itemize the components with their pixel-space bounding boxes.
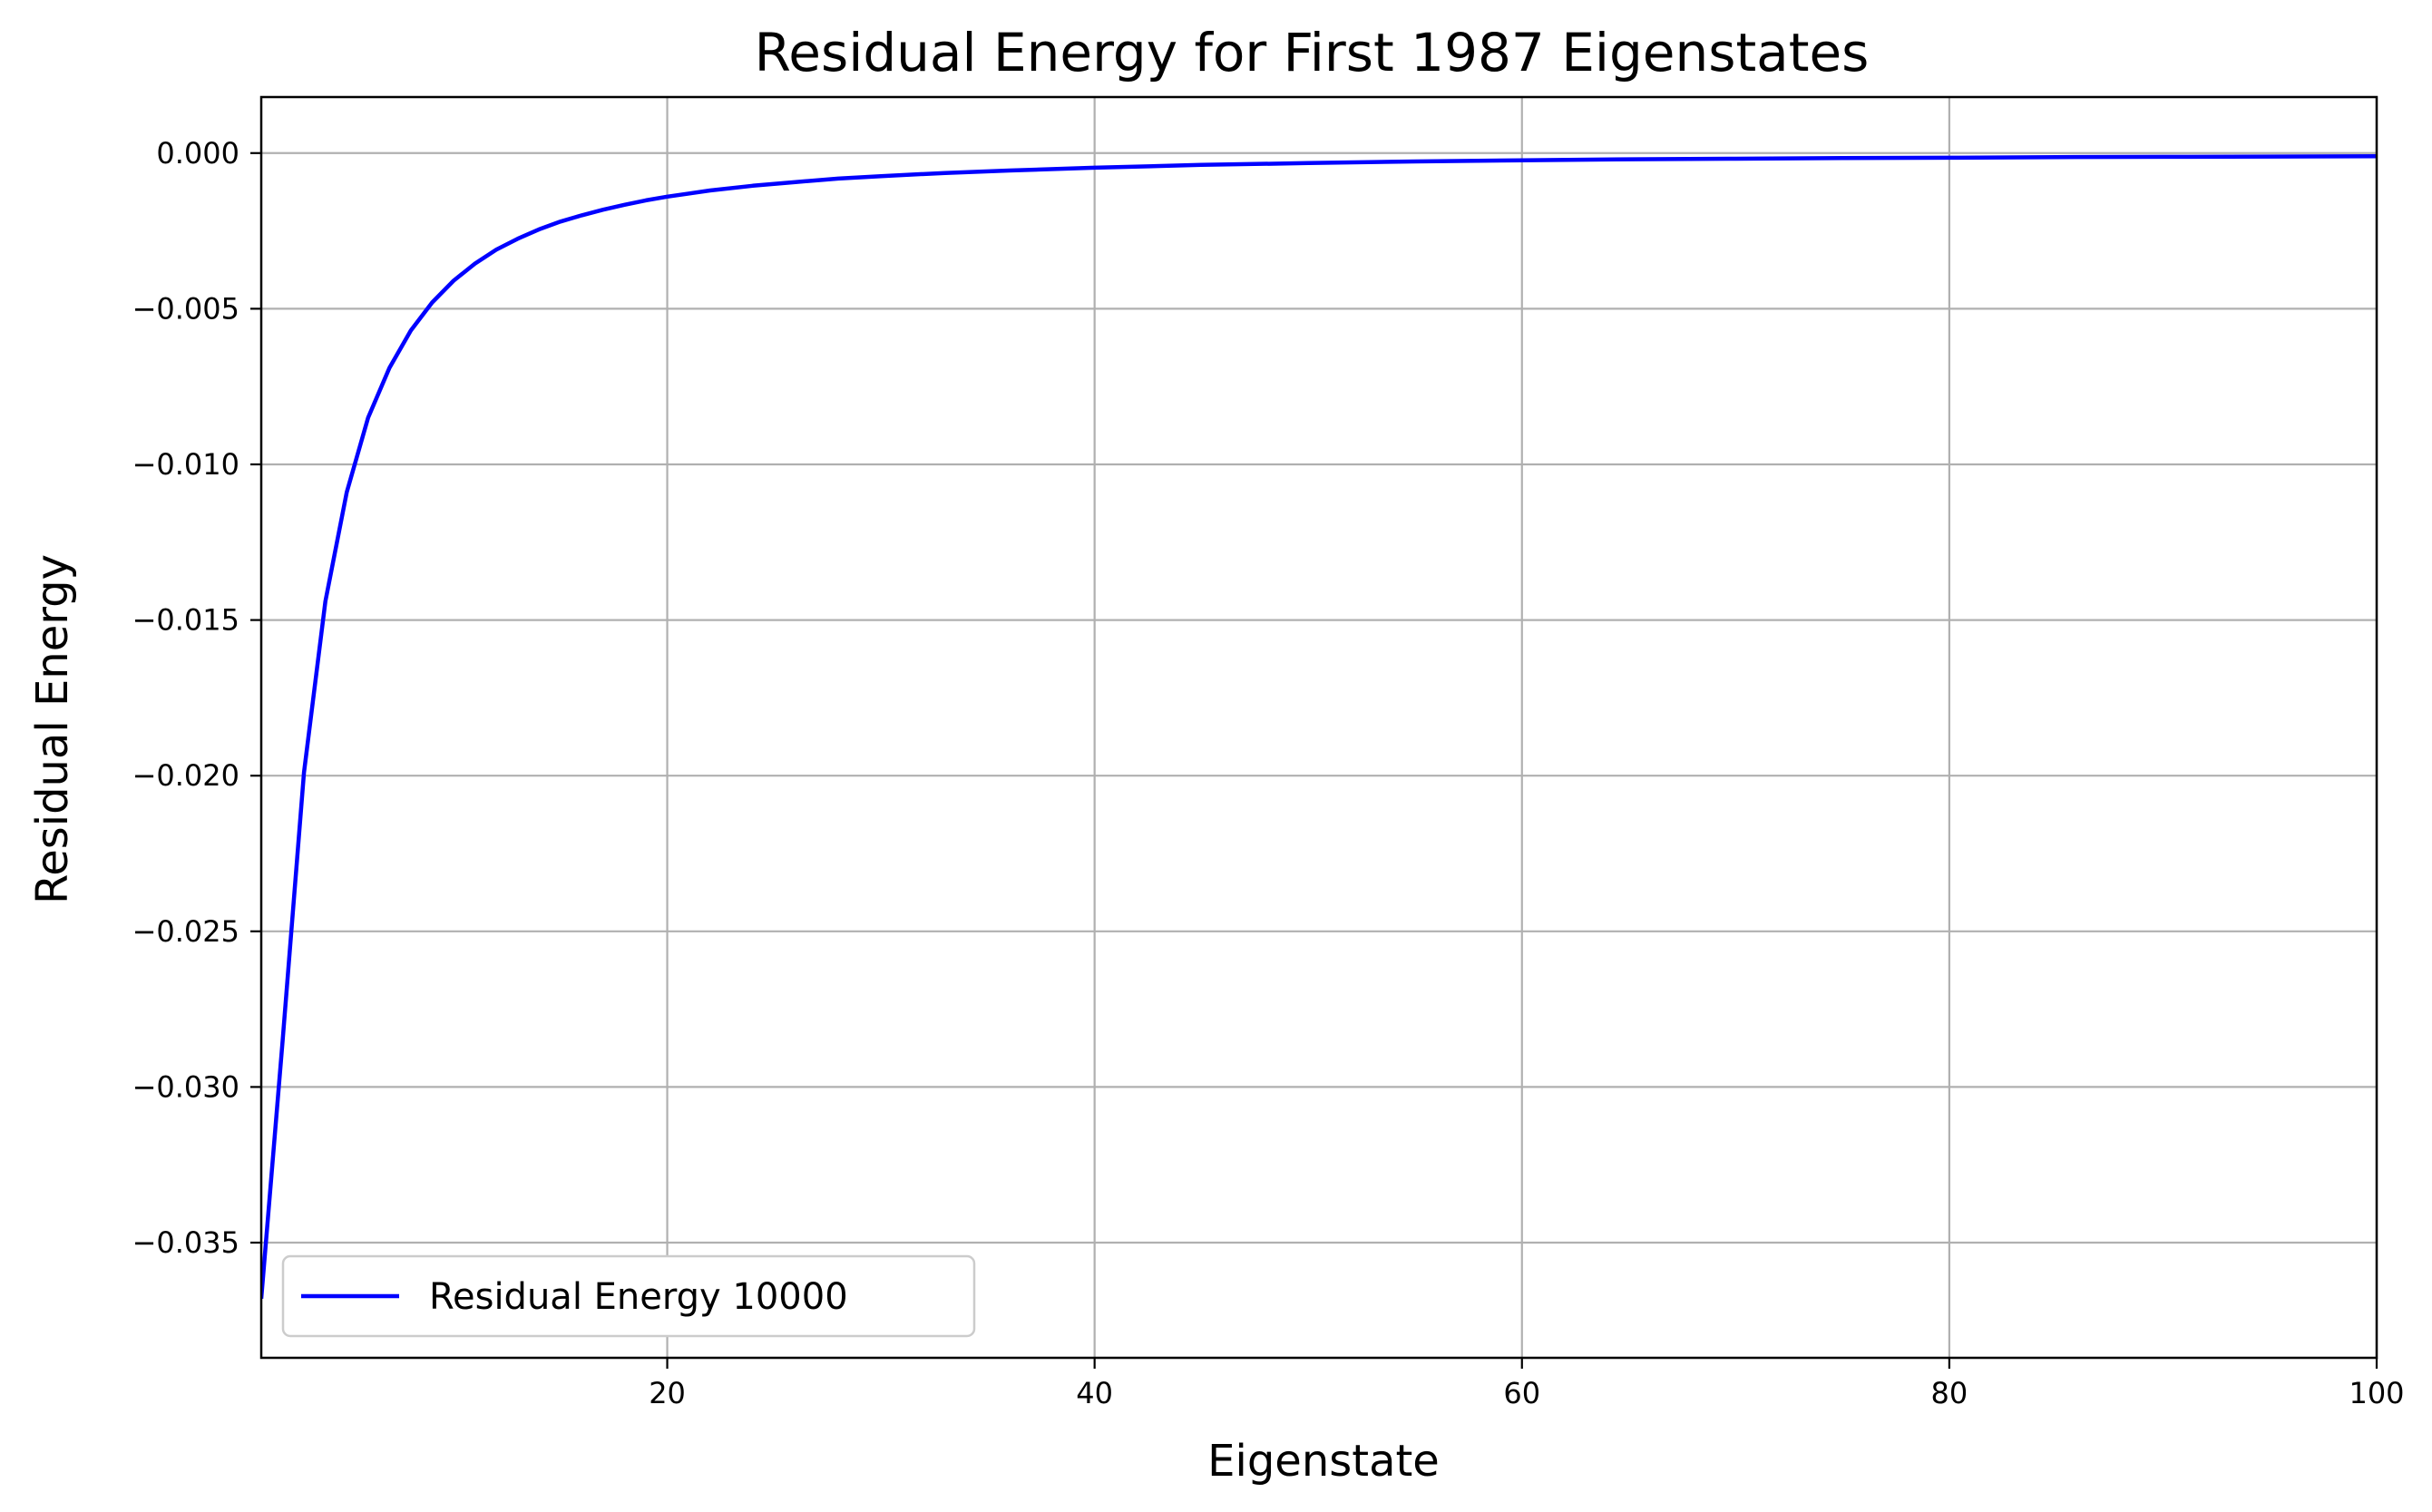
legend-label: Residual Energy 10000 — [429, 1276, 848, 1318]
x-axis-title: Eigenstate — [1207, 1436, 1440, 1487]
grid-lines — [261, 97, 2378, 1358]
y-tick-label: −0.010 — [132, 447, 239, 482]
x-tick-label: 20 — [649, 1376, 686, 1410]
plot-frame — [259, 95, 2378, 1360]
x-tick-label: 80 — [1931, 1376, 1968, 1410]
y-tick-label: −0.035 — [132, 1225, 239, 1260]
x-tick-label: 40 — [1076, 1376, 1113, 1410]
axis-ticks: 20 40 60 80 100 0.000 −0.005 −0.010 −0.015 −0.020… — [132, 136, 2405, 1410]
series-line-0 — [261, 153, 2377, 1299]
x-tick-label: 60 — [1503, 1376, 1540, 1410]
y-tick-label: −0.005 — [132, 291, 239, 326]
x-tick-label: 100 — [2349, 1376, 2404, 1410]
chart-title: Residual Energy for First 1987 Eigenstat… — [755, 22, 1870, 83]
y-tick-label: 0.000 — [156, 136, 239, 171]
series-layer — [261, 153, 2377, 1299]
legend: Residual Energy 10000 — [281, 1254, 976, 1338]
legend-box — [281, 1254, 976, 1338]
y-tick-label: −0.030 — [132, 1069, 239, 1104]
y-tick-label: −0.015 — [132, 603, 239, 638]
y-axis-title: Residual Energy — [27, 554, 78, 904]
y-tick-label: −0.020 — [132, 758, 239, 793]
y-tick-label: −0.025 — [132, 914, 239, 949]
